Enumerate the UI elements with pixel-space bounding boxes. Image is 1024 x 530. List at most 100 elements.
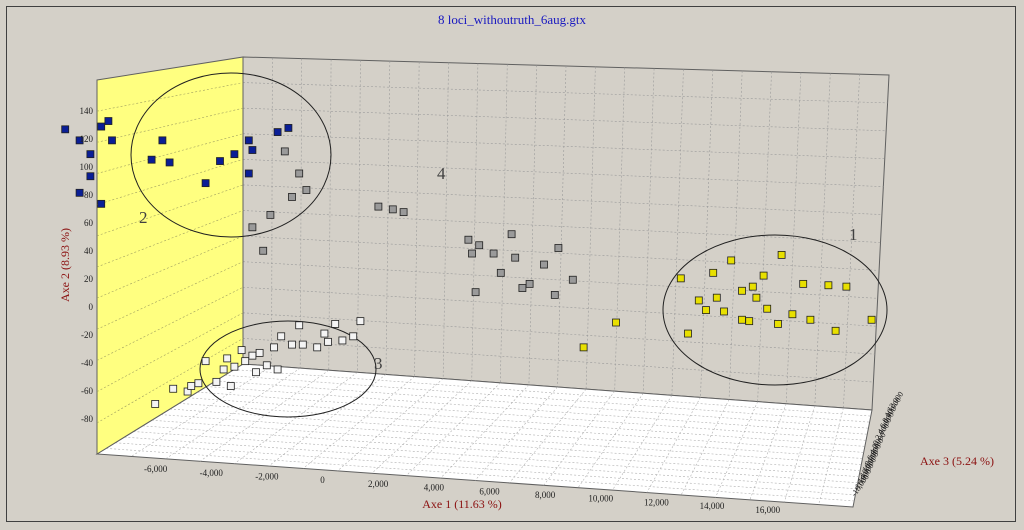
- data-point-group-3: [201, 357, 210, 366]
- data-point-group-3: [252, 368, 260, 377]
- grid-line: [206, 386, 868, 435]
- data-point-group-3: [324, 337, 332, 346]
- grid-line: [814, 73, 831, 406]
- data-point-group-2: [97, 199, 106, 208]
- x-tick-label: -2,000: [255, 471, 279, 481]
- y-axis-ticks: 140 120 100 80 60 40 20 0 -20 -40 -60 -80: [80, 106, 94, 424]
- data-point-group-3: [262, 361, 271, 370]
- x-tick-label: -4,000: [200, 468, 224, 478]
- grid-line: [96, 159, 244, 205]
- scatter-3d-chart: 1 2 3 4 8 loci_withoutruth_6aug.gtx Axe …: [7, 7, 1015, 521]
- data-point-group-3: [255, 348, 264, 357]
- grid-line: [471, 63, 479, 381]
- data-point-group-2: [108, 136, 116, 145]
- data-point-group-2: [158, 136, 167, 145]
- x-tick-label: 12,000: [644, 497, 669, 507]
- data-point-group-3: [288, 340, 296, 349]
- back-wall-grid: [242, 57, 888, 408]
- data-point-group-3: [331, 319, 340, 328]
- data-point-group-1: [831, 326, 840, 335]
- data-point-group-2: [75, 188, 84, 197]
- y-tick-label: -40: [81, 358, 93, 368]
- data-point-group-1: [777, 250, 786, 259]
- data-point-group-2: [284, 124, 293, 132]
- data-point-group-2: [216, 157, 224, 165]
- grid-line: [785, 72, 802, 404]
- x-tick-label: 16,000: [755, 505, 780, 515]
- data-point-group-3: [298, 340, 307, 349]
- data-point-group-2: [104, 117, 113, 125]
- data-point-group-1: [763, 304, 772, 313]
- data-point-group-4: [511, 253, 520, 262]
- data-point-group-2: [61, 125, 70, 134]
- y-axis-label: Axe 2 (8.93 %): [58, 228, 72, 302]
- x-axis-ticks: -6,000 -4,000 -2,000 0 2,000 4,000 6,000 8,000 1…: [144, 464, 781, 515]
- data-point-group-3: [320, 329, 329, 338]
- grid-line: [242, 133, 885, 160]
- data-point-group-2: [201, 179, 210, 188]
- y-tick-label: 60: [84, 218, 94, 228]
- data-point-group-1: [579, 343, 588, 352]
- x-tick-label: 4,000: [424, 483, 445, 493]
- data-point-group-2: [75, 136, 84, 145]
- y-tick-label: -20: [81, 330, 93, 340]
- data-point-group-4: [468, 249, 476, 258]
- data-point-group-1: [867, 315, 876, 324]
- x-tick-label: 14,000: [700, 501, 725, 511]
- grid-line: [96, 184, 244, 237]
- data-point-group-1: [788, 310, 797, 319]
- data-point-group-3: [349, 332, 358, 341]
- grid-line: [160, 414, 862, 465]
- back-wall: [242, 56, 890, 411]
- y-tick-label: 0: [89, 302, 94, 312]
- grid-line: [242, 286, 877, 327]
- grid-line: [96, 286, 244, 361]
- y-tick-label: 120: [80, 134, 94, 144]
- grid-line: [268, 374, 387, 467]
- x-tick-label: 0: [320, 475, 325, 485]
- data-point-group-1: [684, 329, 692, 338]
- data-point-group-3: [356, 317, 365, 326]
- group-label-2: 2: [139, 208, 148, 227]
- data-point-group-4: [266, 210, 275, 219]
- data-point-group-1: [738, 315, 746, 324]
- grid-line: [96, 82, 244, 112]
- grid-line: [133, 431, 858, 484]
- data-point-group-1: [712, 293, 721, 302]
- data-point-group-3: [151, 400, 160, 408]
- floor-grid: [106, 365, 871, 505]
- grid-line: [233, 369, 871, 417]
- data-point-group-1: [676, 274, 685, 283]
- group-label-1: 1: [849, 225, 858, 244]
- grid-line: [757, 71, 772, 402]
- data-point-group-1: [824, 281, 833, 290]
- x-tick-label: 2,000: [368, 479, 389, 489]
- grid-line: [749, 403, 787, 500]
- data-point-group-3: [219, 365, 228, 374]
- x-tick-label: 6,000: [479, 486, 500, 496]
- grid-line: [509, 388, 587, 484]
- grid-line: [440, 384, 530, 479]
- data-point-group-1: [799, 279, 808, 288]
- y-tick-label: 40: [84, 246, 94, 256]
- data-point-group-2: [273, 128, 282, 136]
- data-point-group-3: [338, 336, 347, 345]
- grid-line: [242, 107, 887, 132]
- data-point-group-3: [237, 346, 246, 355]
- data-point-group-2: [165, 158, 174, 167]
- data-point-group-2: [230, 150, 239, 159]
- data-point-group-1: [702, 306, 710, 315]
- x-tick-label: 10,000: [588, 494, 613, 504]
- data-point-group-4: [496, 268, 505, 277]
- data-point-group-2: [244, 136, 253, 145]
- data-point-group-4: [489, 249, 498, 258]
- data-point-group-3: [273, 365, 282, 374]
- data-point-group-4: [388, 205, 397, 214]
- grid-line: [818, 407, 844, 505]
- data-point-group-1: [694, 296, 703, 305]
- data-point-group-1: [759, 271, 768, 280]
- data-point-group-1: [745, 317, 754, 326]
- data-point-group-3: [230, 362, 239, 371]
- grid-line: [242, 338, 874, 383]
- grid-line: [96, 261, 244, 330]
